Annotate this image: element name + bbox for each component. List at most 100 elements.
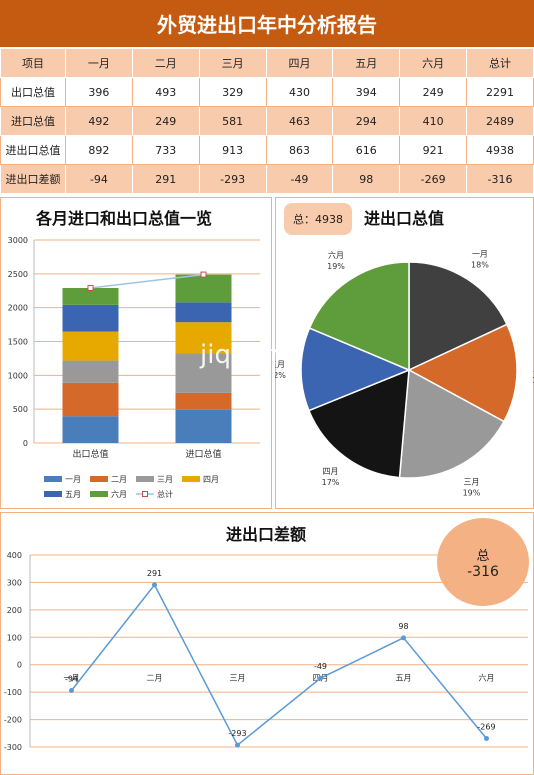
legend-label: 五月: [65, 490, 81, 499]
legend-label: 二月: [111, 475, 127, 484]
table-cell: 493: [131, 77, 200, 107]
legend-label: 四月: [203, 475, 219, 484]
pie-label: 五月: [275, 360, 285, 369]
pie-slice: [307, 368, 410, 479]
table-cell: 616: [332, 135, 401, 165]
y-tick-label: 1000: [8, 371, 28, 380]
table-header-cell: 五月: [332, 48, 401, 78]
x-tick-label: 六月: [479, 673, 495, 683]
y-tick-label: -100: [4, 688, 22, 697]
y-tick-label: 2500: [8, 270, 28, 279]
line-chart-title: 进出口差额: [226, 525, 307, 544]
x-tick-label: 五月: [396, 674, 412, 683]
pie-slice: [407, 323, 518, 423]
y-tick-label: 400: [7, 551, 22, 560]
table-cell: 921: [399, 135, 468, 165]
table-cell: 2291: [466, 77, 534, 107]
table-cell: 294: [332, 106, 401, 136]
data-point: [318, 675, 323, 681]
table-cell: 430: [265, 77, 334, 107]
bar-segment: [62, 304, 119, 332]
y-tick-label: 0: [23, 439, 28, 448]
y-tick-label: 2000: [8, 304, 28, 313]
row-label: 进口总值: [0, 106, 66, 136]
watermark: jiq om: [200, 340, 281, 370]
data-label: 291: [147, 569, 162, 578]
legend-marker: [142, 491, 148, 497]
table-cell: 492: [65, 106, 133, 136]
table-cell: 291: [131, 164, 200, 194]
total-point: [87, 284, 94, 291]
bar-segment: [175, 274, 232, 303]
table-cell: 4938: [466, 135, 534, 165]
y-tick-label: 100: [7, 633, 22, 642]
y-tick-label: 200: [7, 606, 22, 615]
total-difference-circle: 总 -316: [437, 518, 529, 606]
x-tick-label: 二月: [147, 674, 163, 683]
table-header-cell: 一月: [65, 48, 133, 78]
y-tick-label: 3000: [8, 236, 28, 245]
data-label: -269: [477, 722, 495, 731]
bar-segment: [175, 302, 232, 323]
table-header-cell: 四月: [265, 48, 334, 78]
y-tick-label: -300: [4, 743, 22, 752]
bar-segment: [62, 382, 119, 417]
table-cell: 892: [65, 135, 133, 165]
legend-label: 六月: [111, 489, 127, 499]
table-cell: 581: [198, 106, 267, 136]
bar-segment: [62, 416, 119, 443]
bar-segment: [62, 360, 119, 383]
bar-segment: [175, 322, 232, 354]
total-difference-value: -316: [467, 563, 499, 580]
data-point: [484, 735, 489, 741]
pie-percent: 15%: [532, 376, 534, 385]
legend-label: 三月: [157, 475, 173, 484]
y-tick-label: 500: [13, 405, 28, 414]
pie-slice: [300, 327, 411, 412]
pie-slice: [398, 368, 505, 479]
pie-percent: 12%: [275, 371, 286, 380]
difference-line: [70, 583, 488, 747]
legend-swatch: [44, 476, 62, 482]
x-tick-label: 一月: [64, 674, 80, 683]
table-cell: 329: [198, 77, 267, 107]
pie-percent: 17%: [322, 478, 340, 487]
stacked-chart-title: 各月进口和出口总值一览: [36, 209, 213, 228]
table-cell: 394: [332, 77, 401, 107]
table-cell: 463: [265, 106, 334, 136]
pie-slice: [308, 261, 410, 372]
x-tick-label: 三月: [230, 674, 246, 683]
data-point: [69, 687, 74, 693]
total-point: [200, 271, 207, 278]
table-cell: -49: [265, 164, 334, 194]
pie-chart-title: 进出口总值: [364, 209, 445, 228]
table-cell: 913: [198, 135, 267, 165]
legend-label: 总计: [157, 489, 173, 499]
pie-label: 三月: [463, 477, 479, 486]
table-cell: 2489: [466, 106, 534, 136]
table-row: 进出口差额 -94 291 -293 -49 98 -269 -316: [0, 164, 534, 194]
y-tick-label: 1500: [8, 338, 28, 347]
report-title: 外贸进出口年中分析报告: [0, 0, 534, 47]
pie-percent: 18%: [471, 261, 489, 270]
bar-segment: [62, 287, 119, 305]
table-cell: -293: [198, 164, 267, 194]
table-cell: -269: [399, 164, 468, 194]
pie-label: 四月: [323, 467, 339, 476]
row-label: 进出口差额: [0, 164, 66, 194]
total-badge: 总：4938: [284, 203, 352, 235]
pie-label: 一月: [472, 250, 488, 259]
data-label: -293: [228, 729, 246, 738]
data-label: -49: [314, 662, 327, 671]
table-row: 进出口总值 892 733 913 863 616 921 4938: [0, 135, 534, 165]
row-label: 进出口总值: [0, 135, 66, 165]
table-header-cell: 二月: [131, 48, 200, 78]
data-point: [152, 582, 157, 588]
table-cell: -94: [65, 164, 133, 194]
y-tick-label: 0: [17, 661, 22, 670]
data-point: [235, 742, 240, 748]
summary-table: 项目 一月 二月 三月 四月 五月 六月 总计 出口总值 396 493 329…: [0, 48, 534, 194]
data-label: -94: [65, 674, 78, 683]
table-cell: 249: [399, 77, 468, 107]
